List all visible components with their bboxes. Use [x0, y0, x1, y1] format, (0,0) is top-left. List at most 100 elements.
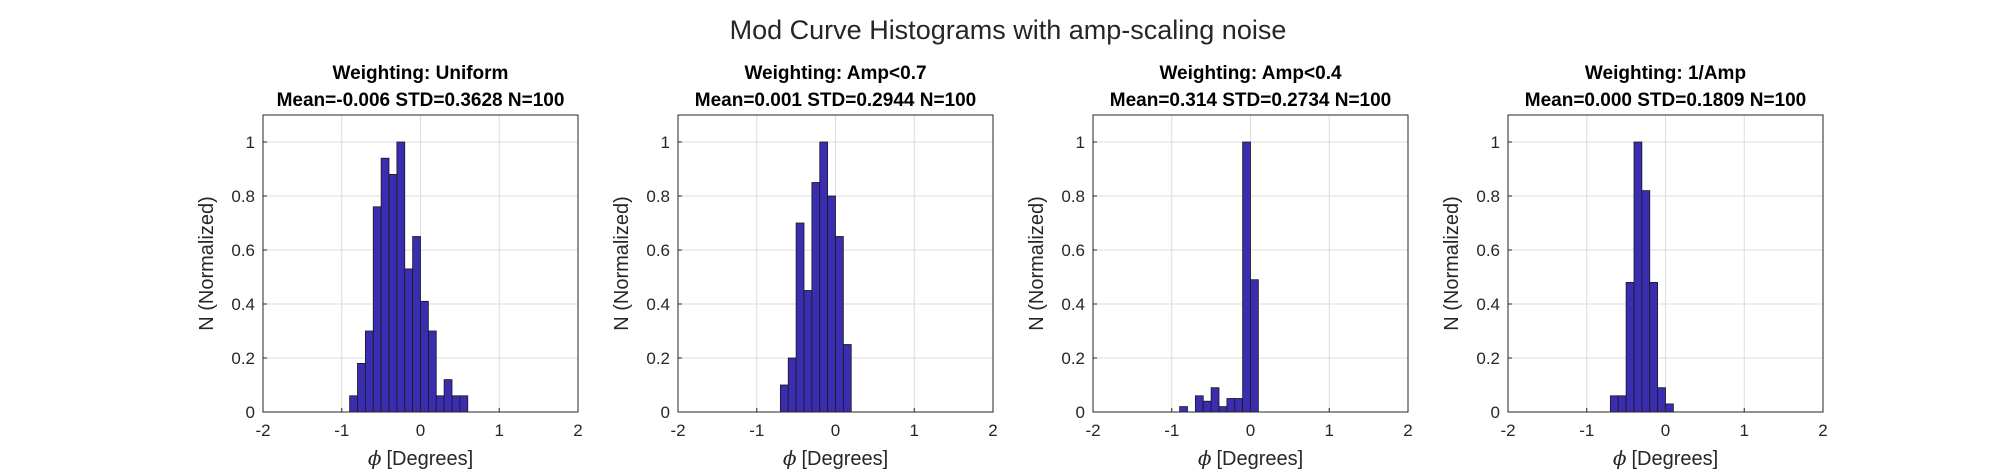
- histogram-bar: [827, 195, 836, 413]
- x-tick-label: 2: [988, 421, 997, 440]
- subplot-2: Weighting: Amp<0.7 Mean=0.001 STD=0.2944 …: [611, 63, 998, 469]
- histogram-bar: [1179, 406, 1188, 413]
- histogram-bar: [1657, 387, 1666, 413]
- x-tick-label: 1: [495, 421, 504, 440]
- x-tick-label: 1: [1325, 421, 1334, 440]
- histogram-bar: [1641, 190, 1651, 413]
- y-tick-label: 0: [1491, 403, 1500, 422]
- histogram-bar: [364, 330, 374, 413]
- x-axis-label-text: [Degrees]: [801, 448, 888, 469]
- x-tick-label: -2: [1500, 421, 1515, 440]
- y-axis-label: N (Normalized): [611, 196, 633, 330]
- histogram-bar: [779, 384, 789, 413]
- x-tick-label: -2: [670, 421, 685, 440]
- x-axis-label: ϕ [Degrees]: [1613, 446, 1718, 469]
- histogram-bar: [443, 379, 453, 413]
- histogram-bar: [1649, 281, 1659, 413]
- x-tick-label: -1: [334, 421, 349, 440]
- y-tick-label: 0: [661, 403, 670, 422]
- histogram-bar: [1194, 395, 1204, 413]
- histogram-bar: [380, 157, 390, 413]
- y-tick-label: 0.6: [1476, 241, 1500, 260]
- histogram-bar: [1633, 141, 1643, 413]
- subplot-title: Weighting: 1/Amp: [1585, 63, 1746, 84]
- histogram-bar: [795, 222, 805, 413]
- y-tick-label: 0.2: [1061, 349, 1085, 368]
- x-tick-label: -2: [1085, 421, 1100, 440]
- histogram-bar: [357, 362, 366, 413]
- histogram-bar: [1665, 403, 1674, 413]
- subplot-1: Weighting: Uniform Mean=-0.006 STD=0.3628…: [196, 63, 583, 469]
- y-tick-label: 0.6: [231, 241, 255, 260]
- histogram-bar: [803, 290, 813, 413]
- x-axis-symbol: ϕ: [368, 446, 382, 469]
- x-tick-label: -1: [749, 421, 764, 440]
- x-tick-label: 0: [416, 421, 425, 440]
- histogram-bar: [396, 141, 406, 413]
- x-tick-label: 0: [831, 421, 840, 440]
- histogram-bar: [1609, 395, 1619, 413]
- x-tick-label: 2: [1403, 421, 1412, 440]
- y-tick-label: 0: [246, 403, 255, 422]
- subplot-title: Weighting: Uniform: [333, 63, 509, 84]
- histogram-bar: [787, 357, 797, 413]
- histogram-bar: [1250, 279, 1259, 413]
- histogram-bar: [1617, 395, 1627, 413]
- subplots: Weighting: Uniform Mean=-0.006 STD=0.3628…: [196, 63, 1828, 469]
- subplot-4: Weighting: 1/Amp Mean=0.000 STD=0.1809 N=…: [1441, 63, 1828, 469]
- x-tick-label: 2: [1818, 421, 1827, 440]
- subplot-subtitle: Mean=0.001 STD=0.2944 N=100: [695, 90, 977, 111]
- y-axis-label: N (Normalized): [196, 196, 218, 330]
- y-tick-label: 0.2: [646, 349, 670, 368]
- y-tick-label: 0.8: [231, 187, 255, 206]
- y-tick-label: 0.6: [1061, 241, 1085, 260]
- subplot-title: Weighting: Amp<0.4: [1159, 63, 1342, 84]
- x-axis-label-text: [Degrees]: [1216, 448, 1303, 469]
- histogram-bar: [420, 300, 429, 413]
- x-tick-label: -1: [1579, 421, 1594, 440]
- y-tick-label: 1: [1491, 133, 1500, 152]
- x-axis-label-text: [Degrees]: [386, 448, 473, 469]
- histogram-bar: [1234, 398, 1244, 413]
- y-tick-label: 1: [246, 133, 255, 152]
- histogram-bar: [451, 395, 461, 413]
- y-axis-label: N (Normalized): [1441, 196, 1463, 330]
- histogram-bar: [435, 395, 445, 413]
- histogram-bar: [842, 344, 852, 413]
- y-tick-label: 0.4: [1476, 295, 1500, 314]
- x-tick-label: 0: [1246, 421, 1255, 440]
- histogram-bar: [1210, 387, 1220, 413]
- y-axis-label: N (Normalized): [1026, 196, 1048, 330]
- subplot-subtitle: Mean=0.314 STD=0.2734 N=100: [1110, 90, 1392, 111]
- histogram-bar: [835, 236, 844, 413]
- histogram-bar: [1218, 406, 1228, 413]
- y-tick-label: 0.4: [231, 295, 255, 314]
- histogram-bar: [1226, 398, 1236, 413]
- y-tick-label: 0.4: [1061, 295, 1085, 314]
- x-axis-label: ϕ [Degrees]: [368, 446, 473, 469]
- x-axis-symbol: ϕ: [1613, 446, 1627, 469]
- histogram-bar: [412, 236, 421, 413]
- y-tick-label: 1: [1076, 133, 1085, 152]
- x-axis-label: ϕ [Degrees]: [1198, 446, 1303, 469]
- subplot-3: Weighting: Amp<0.4 Mean=0.314 STD=0.2734 …: [1026, 63, 1413, 469]
- histogram-bar: [1202, 400, 1212, 413]
- x-tick-label: 1: [910, 421, 919, 440]
- x-axis-symbol: ϕ: [783, 446, 797, 469]
- y-tick-label: 0.8: [646, 187, 670, 206]
- x-tick-label: 2: [573, 421, 582, 440]
- y-tick-label: 0: [1076, 403, 1085, 422]
- histogram-bar: [388, 173, 398, 413]
- y-tick-label: 1: [661, 133, 670, 152]
- histogram-bar: [459, 395, 469, 413]
- histogram-bar: [819, 141, 829, 413]
- x-axis-label: ϕ [Degrees]: [783, 446, 888, 469]
- histogram-bar: [1625, 281, 1635, 413]
- y-tick-label: 0.2: [231, 349, 255, 368]
- histogram-bar: [349, 395, 358, 413]
- x-tick-label: 1: [1740, 421, 1749, 440]
- x-tick-label: -2: [255, 421, 270, 440]
- y-tick-label: 0.8: [1476, 187, 1500, 206]
- x-tick-label: 0: [1661, 421, 1670, 440]
